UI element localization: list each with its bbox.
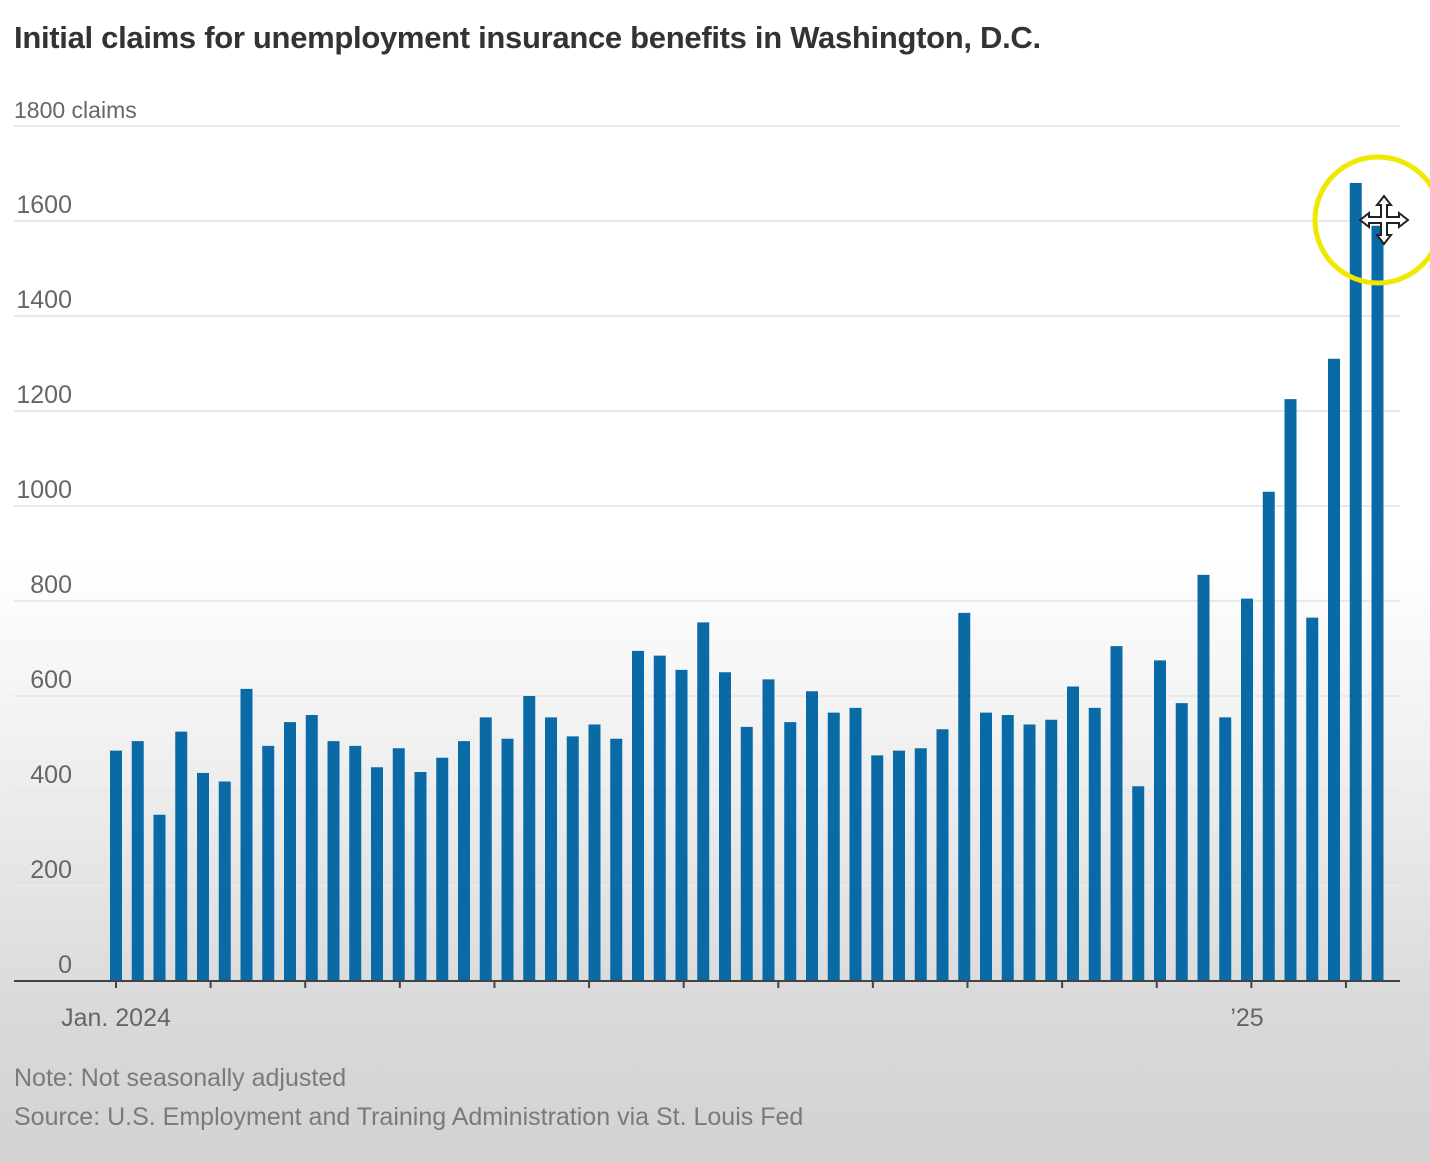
bar bbox=[414, 772, 427, 981]
x-axis-ticks bbox=[115, 981, 1347, 988]
y-tick-label: 200 bbox=[30, 856, 72, 884]
y-tick-label: 800 bbox=[30, 571, 72, 599]
bar bbox=[436, 757, 449, 981]
bar bbox=[1045, 719, 1058, 981]
cursor-highlight bbox=[1312, 154, 1430, 286]
bar bbox=[501, 738, 514, 981]
bar bbox=[1175, 703, 1188, 981]
bar bbox=[392, 748, 405, 981]
move-cursor-icon bbox=[1358, 194, 1410, 246]
y-axis-tick-labels: 0 200 400 600 800 1000 1200 1400 1600 1800 claims bbox=[14, 97, 137, 979]
x-axis-tick-labels: Jan. 2024 ’25 bbox=[61, 1004, 1264, 1032]
bar bbox=[1328, 358, 1340, 981]
bar bbox=[588, 724, 601, 981]
bar bbox=[610, 738, 623, 981]
chart-source: Source: U.S. Employment and Training Adm… bbox=[14, 1103, 804, 1131]
bar bbox=[914, 748, 927, 981]
x-tick-label: ’25 bbox=[1230, 1004, 1263, 1032]
bar bbox=[240, 688, 253, 981]
bar bbox=[1023, 724, 1036, 981]
bar bbox=[218, 781, 231, 981]
x-tick-label: Jan. 2024 bbox=[61, 1004, 171, 1032]
bar bbox=[827, 712, 840, 981]
bar bbox=[806, 691, 818, 981]
bar bbox=[305, 715, 318, 981]
bar bbox=[980, 712, 992, 981]
bar bbox=[1132, 786, 1145, 981]
bar bbox=[479, 717, 492, 981]
bar bbox=[153, 814, 166, 981]
bar bbox=[566, 736, 579, 981]
bar bbox=[1284, 399, 1297, 981]
bar bbox=[653, 655, 666, 981]
bar bbox=[762, 679, 775, 981]
bar bbox=[523, 696, 536, 981]
bar bbox=[1241, 598, 1253, 981]
bar bbox=[110, 750, 122, 981]
bar bbox=[1088, 707, 1101, 981]
bar bbox=[936, 729, 949, 981]
bar bbox=[1306, 617, 1319, 981]
y-tick-label: 1000 bbox=[16, 476, 72, 504]
y-tick-label: 1400 bbox=[16, 286, 72, 314]
bar bbox=[1110, 646, 1123, 981]
y-tick-label: 1200 bbox=[16, 381, 72, 409]
bar bbox=[871, 755, 884, 981]
bar bbox=[1154, 660, 1166, 981]
y-tick-label: 0 bbox=[58, 951, 72, 979]
bar bbox=[719, 672, 731, 981]
bar bbox=[349, 745, 362, 981]
bars bbox=[110, 183, 1384, 981]
bar bbox=[697, 622, 710, 981]
chart-note: Note: Not seasonally adjusted bbox=[14, 1064, 347, 1092]
bar-chart: 0 200 400 600 800 1000 1200 1400 1600 1800 claims… bbox=[14, 97, 1430, 1032]
bar bbox=[327, 741, 340, 981]
bar bbox=[371, 767, 383, 981]
bar bbox=[1001, 715, 1014, 981]
y-tick-label: 400 bbox=[30, 761, 72, 789]
bar bbox=[458, 741, 470, 981]
y-tick-label: 1600 bbox=[16, 191, 72, 219]
bar bbox=[175, 731, 188, 981]
bar bbox=[784, 722, 797, 981]
bar bbox=[958, 612, 971, 981]
bar bbox=[284, 722, 296, 981]
y-tick-label: 600 bbox=[30, 666, 72, 694]
bar bbox=[1219, 717, 1232, 981]
bar bbox=[262, 745, 275, 981]
bar bbox=[675, 669, 688, 981]
bar bbox=[740, 726, 753, 981]
bar bbox=[632, 650, 644, 981]
bar bbox=[197, 772, 209, 981]
bar bbox=[131, 741, 144, 981]
bar bbox=[1197, 574, 1210, 981]
chart-title: Initial claims for unemployment insuranc… bbox=[14, 20, 1041, 55]
highlight-ring bbox=[1312, 154, 1430, 286]
bar bbox=[849, 707, 862, 981]
bar bbox=[893, 750, 905, 981]
bar bbox=[1349, 183, 1362, 981]
bar bbox=[1067, 686, 1079, 981]
bar bbox=[545, 717, 557, 981]
bar bbox=[1371, 225, 1384, 981]
y-axis-unit-label: 1800 claims bbox=[14, 97, 137, 123]
bar bbox=[1262, 491, 1275, 981]
